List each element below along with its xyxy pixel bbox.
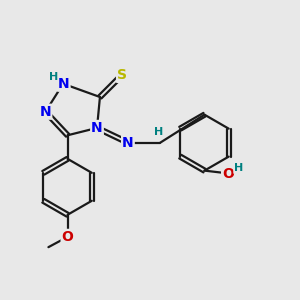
Text: N: N	[122, 136, 134, 150]
Text: H: H	[49, 72, 58, 82]
Text: O: O	[61, 230, 74, 244]
Text: N: N	[58, 77, 70, 91]
Text: H: H	[234, 163, 243, 173]
Text: O: O	[222, 167, 234, 181]
Text: S: S	[117, 68, 127, 82]
Text: N: N	[40, 105, 51, 119]
Text: N: N	[91, 121, 103, 135]
Text: H: H	[154, 127, 164, 137]
